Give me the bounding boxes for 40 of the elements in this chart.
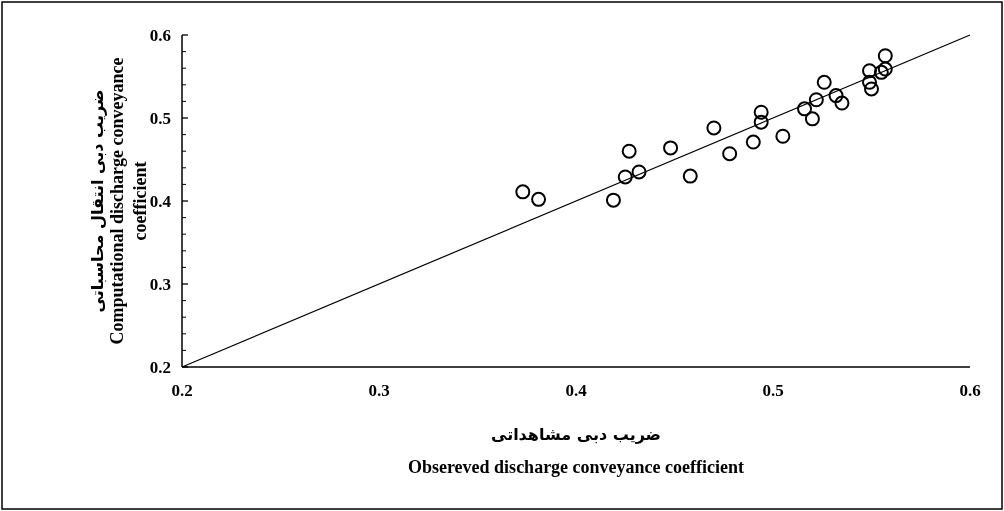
point (862, 74, 878, 90)
point (775, 128, 791, 144)
point (804, 111, 820, 127)
point (862, 63, 878, 79)
x-tick-label: 0.6 (959, 381, 981, 400)
x-tick-label: 0.4 (565, 381, 588, 400)
point (663, 140, 679, 156)
point (864, 81, 879, 97)
point (531, 191, 547, 207)
point (877, 48, 893, 64)
y-axis-title: Computational discharge conveyance coefficient (107, 57, 150, 345)
text: ضریب دبی مشاهداتی (490, 425, 662, 444)
point (621, 143, 637, 159)
point (631, 164, 647, 180)
point (828, 88, 844, 104)
y-tick-label: 0.6 (149, 26, 171, 45)
point (682, 168, 698, 184)
x-tick-label: 0.5 (762, 381, 784, 400)
point (808, 92, 824, 108)
x-tick-label: 0.2 (171, 381, 193, 400)
x-tick-label: 0.3 (368, 381, 390, 400)
point (605, 192, 621, 208)
y-tick-label: 0.2 (149, 358, 171, 377)
point (706, 120, 722, 136)
y-tick-label: 0.5 (149, 109, 171, 128)
y-tick-label: 0.3 (149, 275, 171, 294)
point (753, 104, 769, 120)
point (797, 101, 813, 117)
y-tick-label: 0.4 (149, 192, 172, 211)
x-axis-title: Obsereved discharge conveyance coefficient (407, 457, 745, 477)
point (877, 61, 893, 77)
point (753, 114, 769, 130)
point (834, 95, 850, 111)
point (816, 74, 832, 90)
text: ضریب دبی انتقال محاسباتی (88, 89, 107, 313)
point (617, 169, 633, 185)
point (873, 64, 889, 80)
point (515, 184, 531, 200)
point (745, 134, 761, 150)
point (722, 146, 738, 162)
